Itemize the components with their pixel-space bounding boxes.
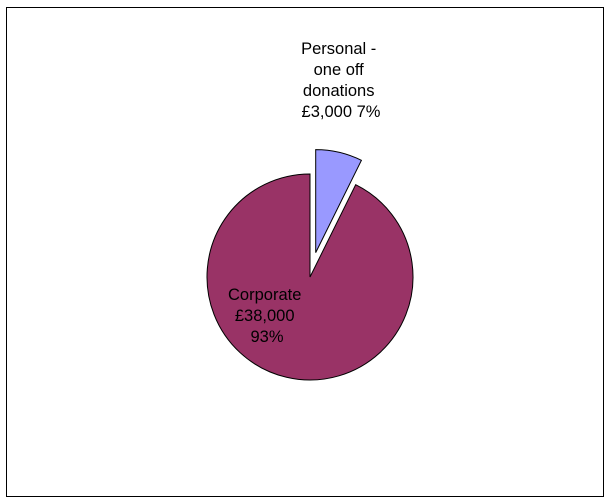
slice-label-corporate: Corporate £38,000 93% bbox=[228, 286, 306, 346]
slice-labels: Personal - one off donations £3,000 7% C… bbox=[228, 40, 381, 346]
pie-slice-0 bbox=[315, 149, 363, 253]
slice-label-corporate-line-1: Corporate bbox=[228, 286, 301, 304]
slice-label-personal-line-1: Personal - bbox=[301, 40, 376, 58]
slice-label-personal: Personal - one off donations £3,000 7% bbox=[301, 40, 381, 121]
pie-slices bbox=[206, 149, 414, 381]
slice-label-corporate-line-2: £38,000 bbox=[235, 307, 295, 325]
slice-label-personal-line-4: £3,000 7% bbox=[302, 103, 381, 121]
slice-label-personal-line-3: donations bbox=[303, 82, 375, 100]
slice-label-corporate-line-3: 93% bbox=[250, 328, 283, 346]
slice-label-personal-line-2: one off bbox=[314, 61, 365, 79]
pie-slice-1 bbox=[206, 173, 414, 381]
